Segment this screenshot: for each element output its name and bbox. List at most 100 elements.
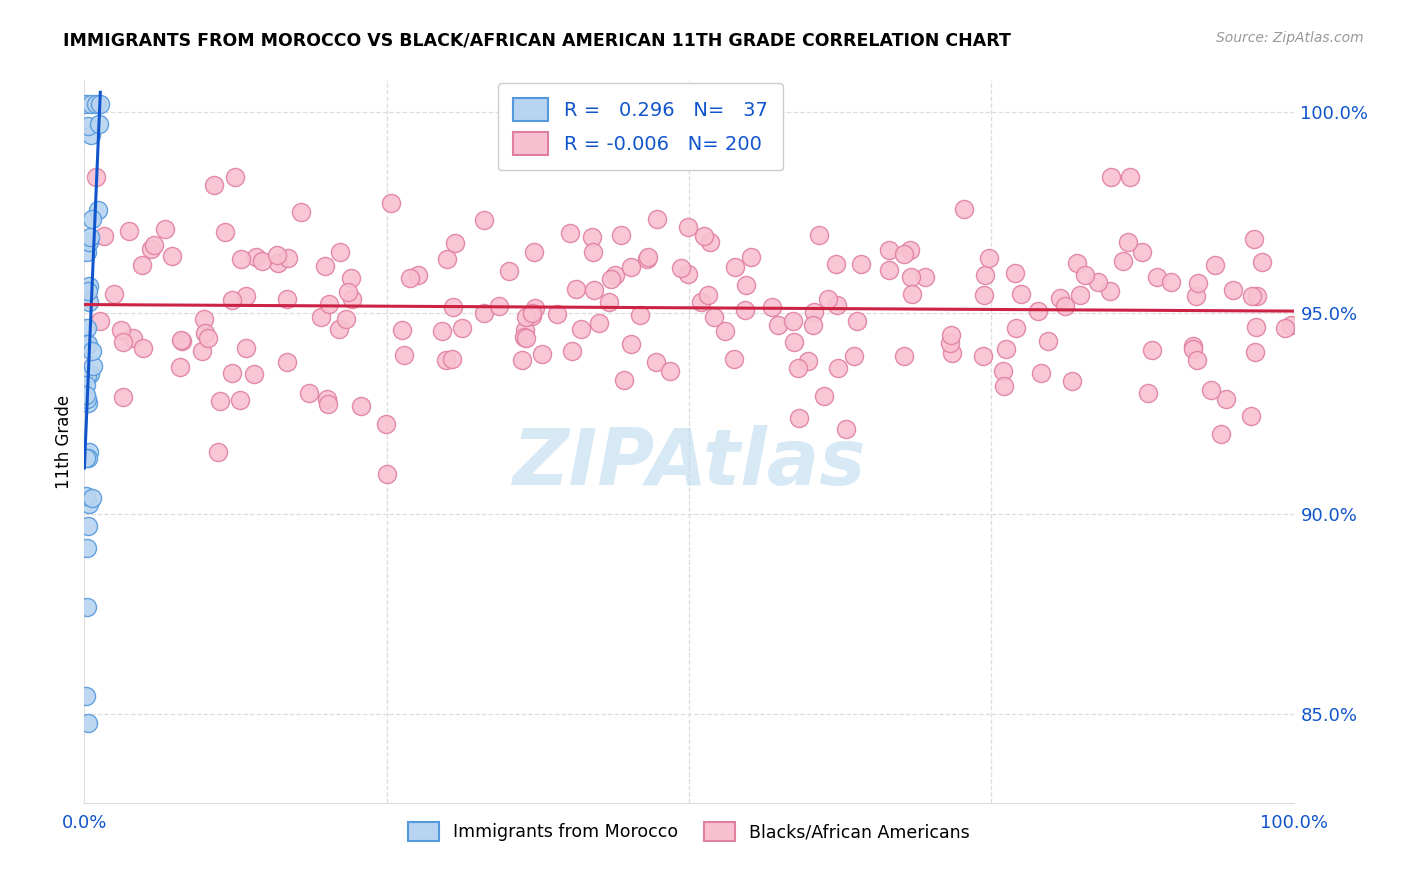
Point	[900, 287, 922, 301]
Point	[111, 334, 134, 349]
Point	[524, 301, 547, 316]
Point	[339, 270, 361, 285]
Point	[118, 224, 141, 238]
Point	[375, 417, 398, 432]
Point	[1215, 392, 1237, 406]
Point	[316, 392, 339, 407]
Point	[893, 349, 915, 363]
Point	[329, 245, 352, 260]
Point	[75, 378, 97, 392]
Text: Source: ZipAtlas.com: Source: ZipAtlas.com	[1216, 31, 1364, 45]
Point	[782, 314, 804, 328]
Point	[613, 373, 636, 387]
Point	[235, 341, 257, 355]
Point	[696, 288, 718, 302]
Point	[724, 260, 747, 274]
Point	[89, 314, 111, 328]
Point	[380, 195, 402, 210]
Point	[190, 344, 212, 359]
Point	[877, 263, 900, 277]
Point	[221, 366, 243, 380]
Point	[86, 203, 108, 218]
Point	[678, 220, 700, 235]
Point	[79, 368, 101, 382]
Point	[76, 293, 98, 307]
Point	[1119, 169, 1142, 184]
Point	[1184, 289, 1206, 303]
Point	[204, 178, 226, 193]
Point	[267, 256, 290, 270]
Point	[1098, 285, 1121, 299]
Point	[827, 360, 849, 375]
Y-axis label: 11th Grade: 11th Grade	[55, 394, 73, 489]
Point	[813, 389, 835, 403]
Point	[1130, 245, 1153, 260]
Point	[169, 359, 191, 374]
Point	[122, 331, 145, 345]
Point	[276, 292, 298, 306]
Point	[1069, 288, 1091, 302]
Point	[952, 202, 974, 216]
Point	[209, 393, 232, 408]
Point	[1066, 256, 1088, 270]
Point	[406, 268, 429, 282]
Point	[80, 211, 103, 226]
Point	[740, 250, 762, 264]
Point	[893, 247, 915, 261]
Point	[898, 243, 921, 257]
Point	[335, 312, 357, 326]
Point	[276, 355, 298, 369]
Point	[637, 250, 659, 264]
Point	[1250, 255, 1272, 269]
Point	[132, 341, 155, 355]
Point	[786, 361, 808, 376]
Point	[440, 351, 463, 366]
Point	[761, 300, 783, 314]
Point	[561, 344, 583, 359]
Point	[472, 306, 495, 320]
Point	[441, 300, 464, 314]
Point	[564, 282, 586, 296]
Point	[1204, 258, 1226, 272]
Point	[76, 244, 98, 259]
Point	[510, 353, 533, 368]
Point	[603, 268, 626, 282]
Point	[86, 97, 108, 112]
Point	[221, 293, 243, 307]
Point	[1146, 269, 1168, 284]
Point	[842, 349, 865, 363]
Point	[941, 346, 963, 360]
Point	[311, 310, 333, 325]
Point	[75, 690, 97, 704]
Point	[1010, 287, 1032, 301]
Point	[1182, 342, 1205, 356]
Point	[582, 283, 605, 297]
Point	[1187, 276, 1209, 290]
Point	[350, 399, 373, 413]
Point	[77, 497, 100, 511]
Point	[676, 267, 699, 281]
Point	[443, 236, 465, 251]
Point	[973, 288, 995, 302]
Point	[451, 320, 474, 334]
Point	[1036, 334, 1059, 348]
Point	[266, 248, 288, 262]
Point	[1243, 232, 1265, 246]
Point	[141, 242, 163, 256]
Point	[336, 285, 359, 299]
Point	[77, 235, 100, 249]
Point	[827, 298, 849, 312]
Point	[242, 367, 264, 381]
Point	[1004, 266, 1026, 280]
Point	[1026, 303, 1049, 318]
Point	[1181, 339, 1204, 353]
Point	[155, 222, 177, 236]
Point	[76, 392, 98, 406]
Point	[546, 307, 568, 321]
Point	[1087, 275, 1109, 289]
Point	[824, 257, 846, 271]
Point	[766, 318, 789, 332]
Point	[530, 347, 553, 361]
Point	[620, 337, 643, 351]
Point	[610, 227, 633, 242]
